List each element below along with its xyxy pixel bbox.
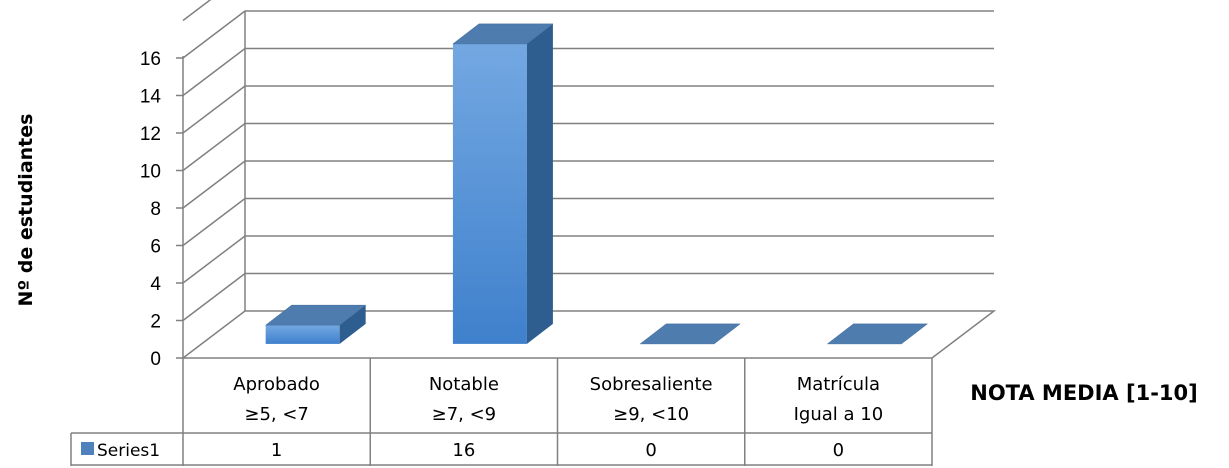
y-tick-label: 4 bbox=[150, 274, 161, 295]
y-tick-label: 0 bbox=[150, 349, 161, 370]
gridline bbox=[182, 0, 212, 22]
gridline bbox=[182, 122, 994, 172]
data-table: Aprobado ≥5, <7 1 Notable ≥7, <9 16 Sobresalie… bbox=[70, 358, 933, 466]
category-label: ≥7, <9 bbox=[432, 404, 497, 425]
y-tick-label: 12 bbox=[140, 124, 161, 145]
gridline bbox=[182, 235, 994, 284]
bar-top bbox=[639, 323, 741, 345]
bar-side bbox=[339, 305, 366, 344]
floor bbox=[180, 310, 997, 359]
bar-top bbox=[264, 304, 367, 326]
data-label: 0 bbox=[833, 440, 844, 461]
category-label: Matrícula bbox=[797, 374, 880, 395]
x-axis-label: NOTA MEDIA [1-10] bbox=[970, 381, 1197, 405]
bars bbox=[264, 23, 929, 345]
gridline bbox=[182, 47, 994, 97]
y-axis-ticks: 0 2 4 6 8 10 12 14 16 bbox=[140, 49, 183, 370]
bar-front bbox=[265, 325, 340, 344]
bar bbox=[826, 323, 929, 345]
category-label: ≥9, <10 bbox=[613, 404, 689, 425]
category-label: ≥5, <7 bbox=[244, 404, 309, 425]
y-tick-label: 2 bbox=[150, 312, 161, 333]
gridline bbox=[182, 10, 994, 59]
category-label: Sobresaliente bbox=[590, 374, 713, 395]
data-label: 0 bbox=[645, 440, 656, 461]
legend-swatch bbox=[81, 442, 94, 455]
gridline bbox=[182, 85, 994, 134]
gridline bbox=[182, 197, 994, 247]
y-tick-label: 16 bbox=[140, 49, 161, 70]
y-axis-label: Nº de estudiantes bbox=[15, 114, 37, 307]
legend-series-name: Series1 bbox=[97, 441, 160, 461]
bar bbox=[452, 23, 554, 344]
bar-top bbox=[826, 323, 929, 345]
y-tick-label: 8 bbox=[150, 199, 161, 220]
y-tick-label: 10 bbox=[140, 162, 161, 183]
bar-top bbox=[452, 23, 554, 45]
data-label: 1 bbox=[271, 440, 282, 461]
bar-front bbox=[452, 43, 527, 344]
data-label: 16 bbox=[452, 440, 475, 461]
gridline bbox=[182, 160, 994, 209]
gridlines bbox=[182, 0, 994, 322]
bar bbox=[639, 323, 741, 345]
bar-side bbox=[526, 23, 553, 344]
category-label: Notable bbox=[429, 374, 499, 395]
category-label: Igual a 10 bbox=[794, 404, 884, 425]
y-tick-label: 14 bbox=[140, 87, 162, 108]
y-tick-label: 6 bbox=[150, 237, 161, 258]
bar bbox=[264, 304, 367, 344]
category-label: Aprobado bbox=[233, 374, 320, 395]
gridline bbox=[182, 272, 994, 322]
